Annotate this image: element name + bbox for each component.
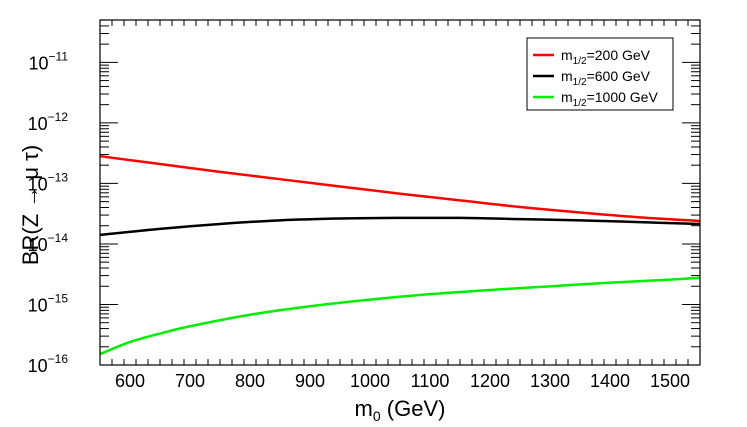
legend-label: m1/2=200 GeV (561, 47, 651, 67)
y-tick-label: 10−16 (28, 352, 69, 376)
legend-label: m1/2=600 GeV (561, 68, 651, 88)
x-tick-label: 800 (235, 371, 265, 391)
x-tick-label: 600 (115, 371, 145, 391)
y-tick-label: 10−11 (29, 49, 69, 73)
y-tick-label: 10−15 (28, 291, 69, 315)
legend-label: m1/2=1000 GeV (561, 89, 658, 109)
y-tick-label: 10−14 (28, 231, 69, 255)
y-tick-label: 10−12 (28, 110, 69, 134)
x-tick-label: 1100 (411, 371, 450, 391)
x-tick-labels: 600 700 800 900 1000 1100 1200 1300 1400 1500 (115, 371, 690, 391)
plot-frame (99, 19, 701, 366)
x-axis-label: m0 (GeV) (355, 396, 446, 424)
x-tick-label: 1400 (590, 371, 630, 391)
y-tick-labels: 10−16 10−15 10−14 10−13 10−12 10−11 (28, 49, 69, 376)
y-axis-label: BR(Z → μ τ) (18, 145, 43, 265)
series-line-2 (99, 276, 701, 356)
series-layer (99, 154, 701, 356)
x-tick-label: 1300 (530, 371, 570, 391)
x-tick-label: 1500 (650, 371, 690, 391)
x-tick-label: 700 (175, 371, 205, 391)
x-tick-label: 1200 (470, 371, 510, 391)
series-line-0 (99, 154, 701, 223)
series-line-1 (99, 216, 701, 237)
x-tick-label: 900 (295, 371, 325, 391)
x-tick-label: 1000 (350, 371, 390, 391)
y-tick-label: 10−13 (28, 170, 69, 194)
